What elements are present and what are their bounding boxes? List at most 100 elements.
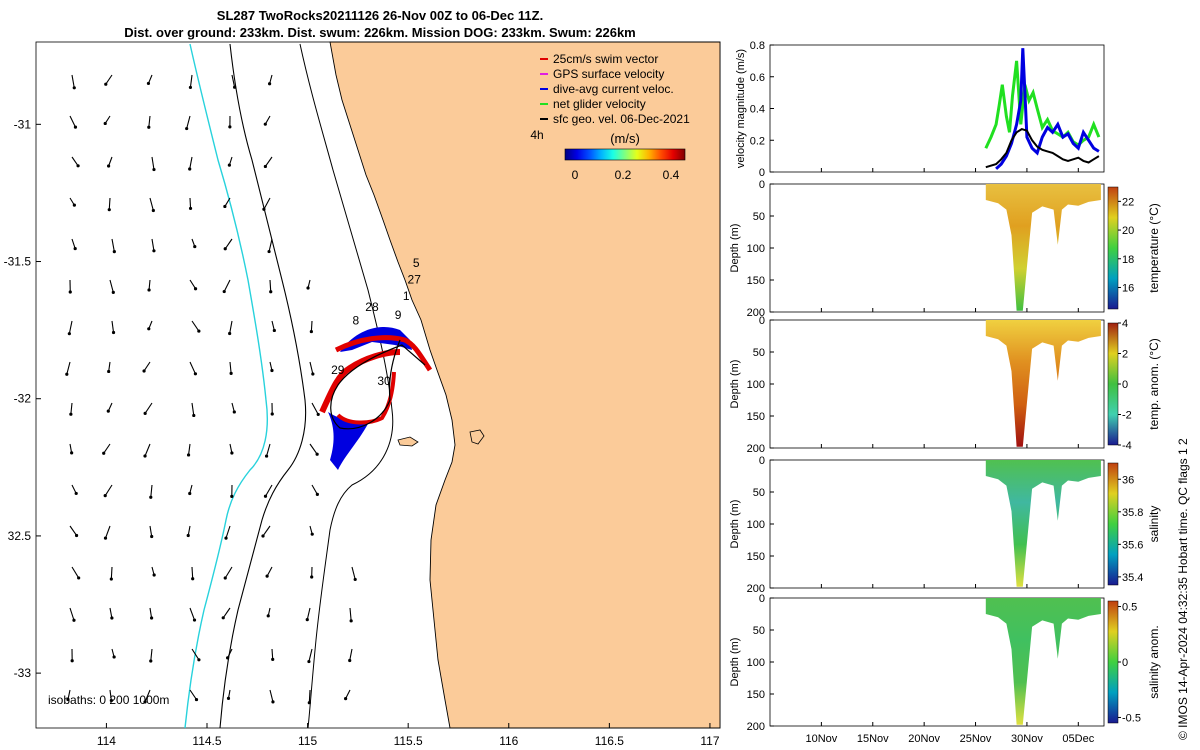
velocity-y-tick-label: 0.2 <box>750 135 765 147</box>
current-arrow-head-46 <box>149 616 154 620</box>
current-arrow-68 <box>224 238 233 250</box>
colorbar-tick-label: 2 <box>1122 349 1128 361</box>
x-tick-label: 115 <box>298 734 317 748</box>
colorbar-label: salinity anom. <box>1147 625 1161 698</box>
current-arrow-head-60 <box>186 533 190 538</box>
day-label: 28 <box>365 300 379 314</box>
colorbar-tick-label: 35.6 <box>1122 539 1143 551</box>
depth-tick-label: 100 <box>747 379 765 391</box>
current-arrow-head-57 <box>192 413 196 418</box>
current-arrow-head-5 <box>73 246 77 251</box>
current-arrow-head-32 <box>109 698 113 703</box>
current-arrow-head-27 <box>103 494 107 498</box>
current-arrow-head-89 <box>270 412 274 416</box>
section-colorbar-0 <box>1107 186 1119 310</box>
current-arrow-26 <box>104 484 113 496</box>
velocity-series-net_velocity <box>984 60 1101 149</box>
current-arrow-104 <box>306 607 311 620</box>
current-arrow-head-18 <box>103 121 107 126</box>
depth-tick-label: 100 <box>747 657 765 669</box>
colorbar-tick-label: 35.4 <box>1122 572 1143 584</box>
current-arrow-head-15 <box>70 659 74 663</box>
current-arrow-head-24 <box>107 369 111 374</box>
current-arrow-head-9 <box>69 412 73 416</box>
swim-vector-west-arc <box>319 349 401 414</box>
current-arrow-69 <box>223 279 231 292</box>
velocity-y-tick-label: 0 <box>759 167 765 179</box>
current-arrow-head-58 <box>186 453 191 457</box>
current-arrow-head-7 <box>67 332 71 336</box>
current-arrow-head-31 <box>112 655 116 659</box>
current-arrow-95 <box>269 689 274 702</box>
current-arrow-head-79 <box>226 656 230 660</box>
isobath-0m-line <box>299 43 394 729</box>
current-arrow-head-28 <box>103 536 108 540</box>
current-arrow-head-65 <box>233 85 237 89</box>
current-arrow-head-2 <box>73 125 78 129</box>
current-arrow-35 <box>149 197 154 211</box>
section-data-field-0 <box>985 184 1101 311</box>
current-arrow-head-64 <box>194 697 199 702</box>
current-arrow-45 <box>149 607 153 619</box>
current-arrow-83 <box>263 197 271 210</box>
current-arrow-head-35 <box>152 167 156 172</box>
x-tick-label: 117 <box>700 734 719 748</box>
current-arrow-head-37 <box>152 249 156 253</box>
current-arrow-head-40 <box>142 369 146 373</box>
depth-tick-label: 50 <box>753 487 765 499</box>
section-colorbar-2 <box>1107 462 1119 586</box>
current-arrow-head-81 <box>267 82 272 86</box>
time-axis-tick-label: 20Nov <box>908 733 940 745</box>
current-arrow-22 <box>111 320 115 333</box>
map-panel: 5 27 1 28 9 8 29 30 114 114.5 115 115.5 116 116.5 117 3… <box>4 41 721 748</box>
depth-tick-label: 0 <box>759 593 765 605</box>
colorbar-tick-label: -0.5 <box>1122 712 1141 724</box>
x-tick-label: 114.5 <box>192 734 221 748</box>
y-tick-label: -33 <box>14 666 32 680</box>
colorbar-label: temp. anom. (°C) <box>1147 338 1161 430</box>
current-arrow-head-94 <box>266 614 270 618</box>
x-tick-label: 116 <box>499 734 518 748</box>
current-arrow-head-23 <box>111 330 116 335</box>
current-arrow-108 <box>349 607 352 621</box>
isobath-legend: isobaths: 0 200 1000m <box>48 693 169 707</box>
current-arrow-head-41 <box>143 411 147 415</box>
current-arrow-8 <box>70 402 73 415</box>
current-arrow-head-44 <box>150 534 154 539</box>
section-colorbar-3 <box>1107 600 1119 724</box>
time-axis-tick-label: 10Nov <box>805 733 837 745</box>
current-arrow-head-47 <box>149 659 153 663</box>
current-arrow-head-10 <box>70 451 74 455</box>
current-arrow-head-91 <box>263 494 268 498</box>
current-arrow-head-11 <box>74 491 78 496</box>
current-arrow-head-42 <box>143 454 147 458</box>
current-arrow-107 <box>351 566 356 580</box>
depth-tick-label: 50 <box>753 625 765 637</box>
colorbar-tick-label: -2 <box>1122 410 1132 422</box>
current-arrow-head-36 <box>151 208 155 213</box>
current-arrow-head-8 <box>65 372 69 376</box>
current-arrow-2 <box>71 156 79 167</box>
current-arrow-head-3 <box>76 164 80 168</box>
current-arrow-76 <box>224 566 233 579</box>
colorbar-tick-label: 35.8 <box>1122 507 1143 519</box>
current-arrow-36 <box>151 238 155 251</box>
isobath-200m-line <box>184 43 269 729</box>
current-arrow-54 <box>191 320 200 332</box>
y-tick-label: 32.5 <box>8 529 32 543</box>
current-arrow-head-101 <box>315 452 319 456</box>
current-arrow-15 <box>67 689 71 700</box>
current-arrow-head-110 <box>348 658 352 663</box>
current-arrow-head-33 <box>146 81 151 86</box>
current-arrow-49 <box>186 115 191 129</box>
colorbar-tick-label: 16 <box>1122 282 1134 294</box>
current-arrow-42 <box>150 484 153 498</box>
current-arrow-head-43 <box>149 495 153 499</box>
current-arrow-head-97 <box>306 286 310 290</box>
current-arrow-head-16 <box>66 697 70 702</box>
colorbar-tick-label: 4 <box>1122 318 1128 330</box>
colorbar-tick-label: 0 <box>1122 657 1128 669</box>
colorbar-tick-label: 0.5 <box>1122 602 1137 614</box>
current-arrow-head-45 <box>152 573 156 577</box>
day-label: 5 <box>413 256 420 270</box>
